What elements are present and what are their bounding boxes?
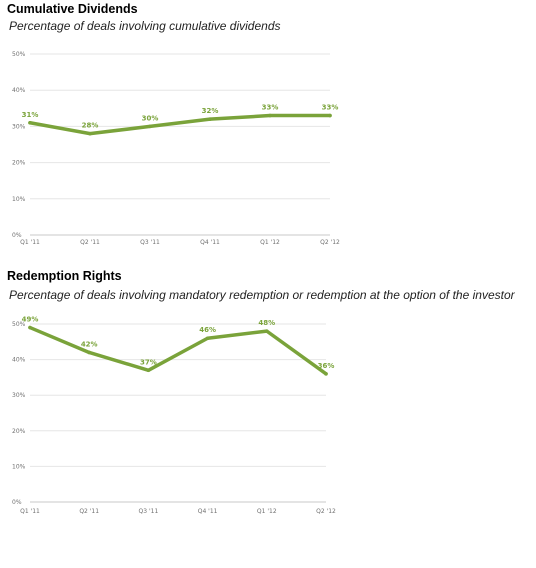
y-tick-label: 40% bbox=[12, 357, 26, 364]
x-tick-label: Q4 '11 bbox=[200, 239, 220, 246]
x-tick-label: Q2 '12 bbox=[320, 239, 340, 246]
data-label: 37% bbox=[140, 358, 157, 366]
data-label: 46% bbox=[199, 326, 216, 334]
series-line bbox=[28, 325, 328, 376]
line-chart-cumulative-dividends: 0% 10% 20% 30% 40% 50% Q1 '11 Q2 '11 Q3 '11 Q4 '1… bbox=[12, 51, 340, 246]
x-tick-label: Q1 '12 bbox=[257, 508, 277, 515]
y-tick-label: 40% bbox=[12, 87, 26, 94]
data-label: 32% bbox=[202, 107, 219, 115]
y-tick-label: 0% bbox=[12, 232, 22, 239]
data-point bbox=[328, 113, 332, 118]
chart-title: Cumulative Dividends bbox=[7, 2, 138, 16]
x-tick-label: Q2 '11 bbox=[80, 239, 100, 246]
data-label: 42% bbox=[81, 340, 98, 348]
data-point bbox=[148, 124, 152, 129]
chart-subtitle: Percentage of deals involving mandatory … bbox=[9, 288, 515, 302]
data-label: 30% bbox=[142, 114, 159, 122]
data-point bbox=[87, 350, 91, 355]
chart-title: Redemption Rights bbox=[7, 269, 122, 283]
data-label: 28% bbox=[82, 122, 99, 130]
chart-subtitle: Percentage of deals involving cumulative… bbox=[9, 19, 281, 33]
y-tick-label: 10% bbox=[12, 463, 26, 470]
y-tick-label: 50% bbox=[12, 321, 26, 328]
y-tick-label: 30% bbox=[12, 123, 26, 130]
data-label: 31% bbox=[22, 111, 39, 119]
y-tick-label: 0% bbox=[12, 499, 22, 506]
data-point bbox=[265, 329, 269, 333]
data-label: 36% bbox=[318, 362, 335, 370]
x-tick-label: Q1 '12 bbox=[260, 239, 280, 246]
x-tick-label: Q2 '12 bbox=[316, 508, 336, 515]
data-label: 48% bbox=[258, 319, 275, 327]
x-tick-label: Q3 '11 bbox=[139, 508, 159, 515]
chart-redemption-rights: Redemption Rights Percentage of deals in… bbox=[0, 265, 536, 530]
y-tick-label: 20% bbox=[12, 428, 26, 435]
y-tick-label: 10% bbox=[12, 196, 26, 203]
series-line bbox=[28, 113, 332, 136]
line-chart-redemption-rights: 0% 10% 20% 30% 40% 50% Q1 '11 Q2 '11 Q3 '11 Q4 '1… bbox=[12, 316, 336, 515]
data-point bbox=[28, 325, 32, 330]
data-point bbox=[28, 120, 32, 125]
data-point bbox=[146, 368, 151, 373]
data-label: 49% bbox=[22, 316, 39, 324]
y-tick-label: 20% bbox=[12, 160, 26, 167]
x-tick-label: Q4 '11 bbox=[198, 508, 218, 515]
data-label: 33% bbox=[262, 104, 279, 112]
y-tick-label: 30% bbox=[12, 392, 26, 399]
data-point bbox=[268, 113, 272, 118]
x-tick-label: Q2 '11 bbox=[79, 508, 99, 515]
data-point bbox=[208, 117, 212, 121]
x-tick-label: Q1 '11 bbox=[20, 239, 40, 246]
data-point bbox=[88, 131, 92, 136]
data-label: 33% bbox=[322, 104, 339, 112]
data-point bbox=[205, 336, 210, 341]
y-tick-label: 50% bbox=[12, 51, 26, 58]
chart-cumulative-dividends: Cumulative Dividends Percentage of deals… bbox=[0, 0, 536, 265]
data-point bbox=[324, 372, 328, 376]
x-tick-label: Q3 '11 bbox=[140, 239, 160, 246]
x-tick-label: Q1 '11 bbox=[20, 508, 40, 515]
